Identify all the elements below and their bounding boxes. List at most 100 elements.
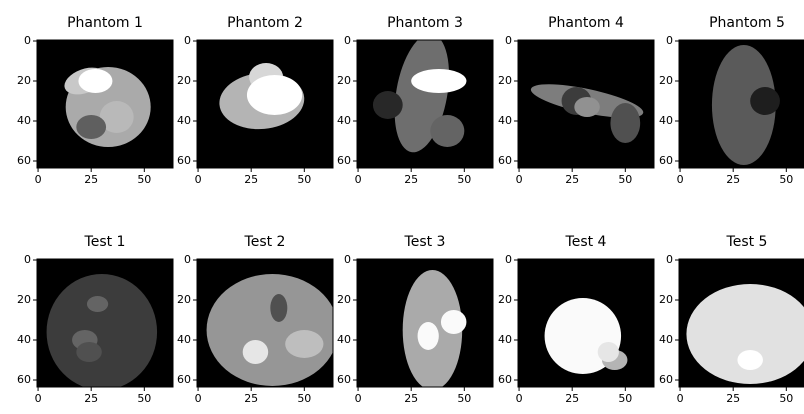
y-tick-label: 60 — [17, 154, 31, 167]
image-region — [87, 296, 108, 312]
image-region — [750, 87, 780, 115]
subplot-title: Test 1 — [84, 234, 126, 250]
y-tick-label: 60 — [17, 373, 31, 386]
subplot: Phantom 1 0 25 50 0 20 40 60 — [17, 15, 173, 186]
y-tick-label: 20 — [498, 293, 512, 306]
y-tick-label: 0 — [505, 34, 512, 47]
subplot-title: Test 5 — [726, 234, 768, 250]
y-tick-label: 40 — [17, 114, 31, 127]
y-tick-label: 40 — [337, 114, 351, 127]
x-tick-label: 0 — [516, 173, 523, 186]
y-tick-label: 20 — [337, 293, 351, 306]
x-tick-label: 50 — [297, 173, 311, 186]
y-tick-label: 0 — [344, 34, 351, 47]
y-tick-label: 60 — [498, 154, 512, 167]
subplot-title: Test 4 — [565, 234, 607, 250]
x-tick-label: 0 — [677, 392, 684, 405]
image-region — [285, 330, 323, 358]
x-tick-label: 0 — [516, 392, 523, 405]
subplot-title: Phantom 3 — [387, 15, 463, 31]
image-region — [247, 75, 302, 115]
x-tick-label: 25 — [565, 173, 579, 186]
x-tick-label: 25 — [404, 173, 418, 186]
x-tick-label: 25 — [565, 392, 579, 405]
y-tick-label: 0 — [666, 253, 673, 266]
subplot: Phantom 4 0 25 50 0 20 40 60 — [498, 15, 654, 186]
y-tick-label: 0 — [344, 253, 351, 266]
y-tick-label: 0 — [505, 253, 512, 266]
y-tick-label: 20 — [337, 74, 351, 87]
x-tick-label: 50 — [297, 392, 311, 405]
y-tick-label: 20 — [498, 74, 512, 87]
subplot-title: Phantom 1 — [67, 15, 143, 31]
x-tick-label: 25 — [726, 173, 740, 186]
x-tick-label: 25 — [84, 173, 98, 186]
image — [207, 274, 339, 386]
y-tick-label: 40 — [17, 333, 31, 346]
x-tick-label: 0 — [355, 173, 362, 186]
x-tick-label: 50 — [457, 392, 471, 405]
image-region — [76, 115, 106, 139]
y-tick-label: 20 — [659, 293, 673, 306]
image — [47, 274, 158, 390]
image-region — [78, 69, 112, 93]
image-region — [411, 69, 466, 93]
y-tick-label: 20 — [17, 74, 31, 87]
y-tick-label: 40 — [337, 333, 351, 346]
y-tick-label: 40 — [177, 114, 191, 127]
y-tick-label: 60 — [659, 373, 673, 386]
image-region — [76, 342, 102, 362]
subplot-title: Test 3 — [404, 234, 446, 250]
y-tick-label: 40 — [498, 114, 512, 127]
x-tick-label: 25 — [84, 392, 98, 405]
image-region — [430, 115, 464, 147]
y-tick-label: 20 — [177, 74, 191, 87]
image-region — [47, 274, 158, 390]
subplot: Test 5 0 25 50 0 20 40 60 — [659, 234, 804, 405]
x-tick-label: 50 — [137, 173, 151, 186]
image-region — [243, 340, 269, 364]
y-tick-label: 20 — [177, 293, 191, 306]
x-tick-label: 0 — [195, 392, 202, 405]
image-region — [441, 310, 467, 334]
x-tick-label: 0 — [677, 173, 684, 186]
y-tick-label: 40 — [659, 333, 673, 346]
y-tick-label: 0 — [24, 34, 31, 47]
x-tick-label: 50 — [618, 173, 632, 186]
y-tick-label: 20 — [659, 74, 673, 87]
image-region — [737, 350, 763, 370]
x-tick-label: 25 — [244, 392, 258, 405]
x-tick-label: 50 — [779, 392, 793, 405]
y-tick-label: 40 — [659, 114, 673, 127]
y-tick-label: 0 — [184, 34, 191, 47]
y-tick-label: 60 — [337, 373, 351, 386]
y-tick-label: 0 — [24, 253, 31, 266]
figure: Phantom 1025500204060Phantom 20255002040… — [0, 0, 804, 414]
x-tick-label: 0 — [195, 173, 202, 186]
y-tick-label: 0 — [666, 34, 673, 47]
x-tick-label: 50 — [137, 392, 151, 405]
subplot-title: Test 2 — [244, 234, 286, 250]
x-tick-label: 50 — [779, 173, 793, 186]
y-tick-label: 20 — [17, 293, 31, 306]
y-tick-label: 40 — [498, 333, 512, 346]
subplot: Test 1 0 25 50 0 20 40 60 — [17, 234, 173, 405]
subplot-title: Phantom 5 — [709, 15, 785, 31]
x-tick-label: 0 — [35, 392, 42, 405]
x-tick-label: 0 — [35, 173, 42, 186]
y-tick-label: 40 — [177, 333, 191, 346]
image-region — [598, 342, 619, 362]
x-tick-label: 0 — [355, 392, 362, 405]
image-region — [418, 322, 439, 350]
image-region — [373, 91, 403, 119]
x-tick-label: 25 — [726, 392, 740, 405]
y-tick-label: 60 — [337, 154, 351, 167]
x-tick-label: 50 — [618, 392, 632, 405]
y-tick-label: 60 — [177, 373, 191, 386]
subplot-title: Phantom 4 — [548, 15, 624, 31]
